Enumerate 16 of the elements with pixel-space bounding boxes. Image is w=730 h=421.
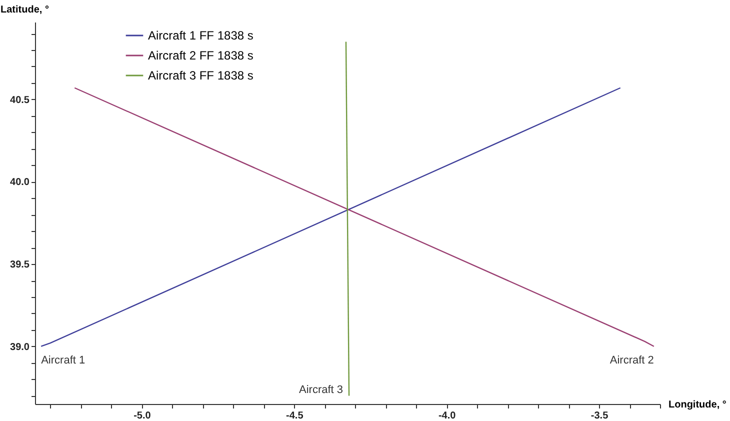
x-tick-label: -3.5 xyxy=(590,410,609,421)
annotation: Aircraft 3 xyxy=(299,384,344,396)
y-tick-label: 39.0 xyxy=(10,342,30,353)
y-tick-label: 40.5 xyxy=(10,94,30,106)
annotation: Aircraft 2 xyxy=(610,354,654,366)
legend-label: Aircraft 3 FF 1838 s xyxy=(148,68,254,82)
x-tick-label: -4.5 xyxy=(286,410,304,421)
x-axis-title: Longitude, ° xyxy=(668,400,726,410)
y-tick-label: 40.0 xyxy=(10,177,30,188)
legend-label: Aircraft 1 FF 1838 s xyxy=(148,28,254,42)
annotation: Aircraft 1 xyxy=(41,354,86,366)
y-axis-title: Latitude, ° xyxy=(0,4,49,16)
x-tick-label: -5.0 xyxy=(134,410,152,421)
legend-label: Aircraft 2 FF 1838 s xyxy=(148,48,254,62)
y-tick-label: 39.5 xyxy=(10,260,30,271)
x-tick-label: -4.0 xyxy=(438,410,456,421)
